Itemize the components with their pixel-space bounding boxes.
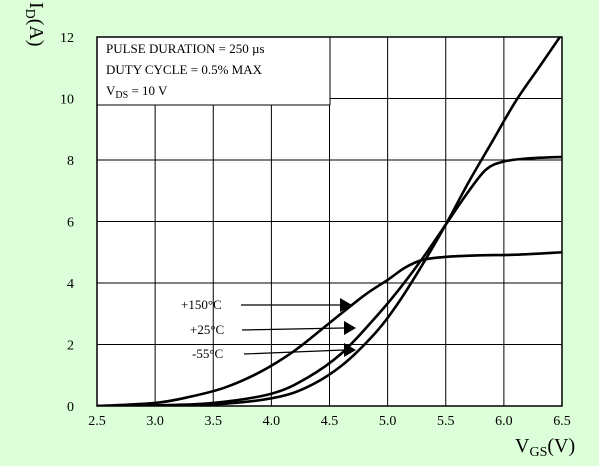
- annotation-vds-rest: = 10 V: [128, 83, 168, 98]
- y-tick-label-3: 6: [67, 216, 74, 231]
- series-arrowhead-0: [340, 298, 352, 312]
- y-tick-label-1: 2: [67, 339, 74, 354]
- y-tick-label-0: 0: [67, 400, 74, 415]
- y-tick-label-5: 10: [60, 93, 74, 108]
- x-tick-label-8: 6.5: [553, 414, 571, 429]
- y-axis-label-main: I: [25, 2, 47, 9]
- series-arrowhead-2: [344, 343, 356, 357]
- grid-lines: [96, 36, 563, 407]
- x-tick-label-2: 3.5: [205, 414, 223, 429]
- x-tick-label-0: 2.5: [88, 414, 106, 429]
- series-line-0: [97, 250, 562, 406]
- plot-frame: [96, 36, 563, 407]
- series-label-1: +25°C: [190, 322, 224, 337]
- x-axis-label-sub: GS: [529, 445, 547, 460]
- y-tick-label-2: 4: [67, 277, 74, 292]
- x-tick-labels: 2.5 3.0 3.5 4.0 4.5 5.0 5.5 6.0 6.5: [88, 414, 571, 429]
- y-tick-label-6: 12: [60, 31, 74, 46]
- x-tick-label-1: 3.0: [146, 414, 164, 429]
- annotation-vds-main: V: [106, 83, 116, 98]
- annotation-duty-cycle: DUTY CYCLE = 0.5% MAX: [106, 62, 263, 77]
- y-tick-label-4: 8: [67, 154, 74, 169]
- series-leader-1: [241, 327, 345, 331]
- x-axis-label: VGS(V): [515, 435, 575, 460]
- series-label-0: +150°C: [181, 297, 222, 312]
- series-label-2: -55°C: [192, 346, 223, 361]
- x-tick-label-4: 4.5: [321, 414, 339, 429]
- series-line-2: [97, 37, 562, 406]
- series-arrowhead-1: [344, 321, 356, 335]
- annotation-vds-sub: DS: [115, 90, 128, 101]
- x-tick-label-6: 5.5: [437, 414, 455, 429]
- x-tick-label-7: 6.0: [495, 414, 513, 429]
- annotation-vds: VDS = 10 V: [106, 83, 168, 101]
- x-tick-label-3: 4.0: [263, 414, 281, 429]
- y-axis-label-sub: D: [22, 9, 37, 19]
- series-leader-2: [243, 349, 345, 355]
- x-tick-label-5: 5.0: [379, 414, 397, 429]
- y-axis-label-unit: (A): [25, 19, 47, 47]
- x-axis-label-unit: (V): [547, 435, 575, 457]
- y-axis-label: ID(A): [22, 2, 47, 47]
- y-tick-labels: 0 2 4 6 8 10 12: [60, 31, 74, 415]
- series-label-pointers: +150°C +25°C -55°C: [181, 297, 356, 361]
- series-curves: [97, 37, 562, 406]
- annotation-pulse-duration: PULSE DURATION = 250 µs: [106, 41, 265, 56]
- x-axis-label-main: V: [515, 435, 530, 457]
- series-line-1: [97, 155, 562, 406]
